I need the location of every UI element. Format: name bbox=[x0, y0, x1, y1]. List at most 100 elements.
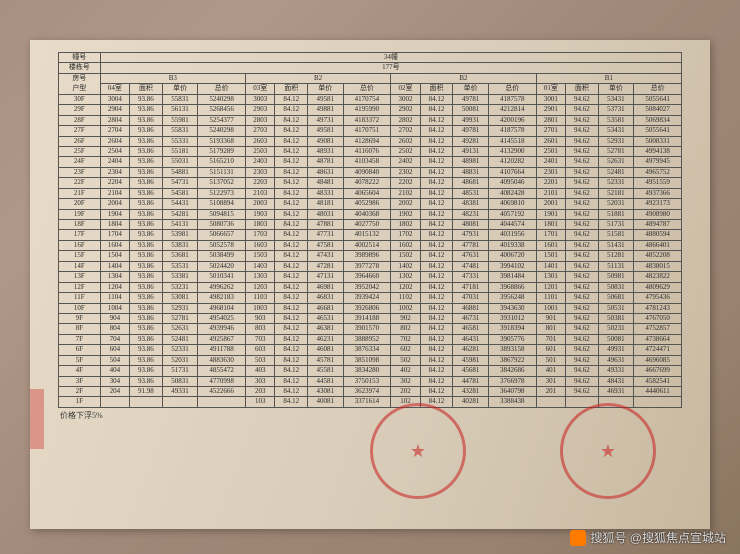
data-cell: 84.12 bbox=[275, 324, 308, 334]
data-cell: 4923173 bbox=[634, 199, 682, 209]
data-cell: 84.12 bbox=[420, 146, 453, 156]
group-header: B2 bbox=[245, 73, 390, 83]
data-cell: 3901570 bbox=[343, 324, 391, 334]
data-cell: 93.86 bbox=[130, 157, 163, 167]
data-cell: 52631 bbox=[598, 157, 634, 167]
data-cell: 1902 bbox=[391, 209, 421, 219]
data-cell: 4852208 bbox=[634, 251, 682, 261]
data-cell: 94.62 bbox=[566, 230, 599, 240]
building-value: 34幢 bbox=[100, 53, 681, 63]
data-cell: 45981 bbox=[453, 355, 489, 365]
data-cell: 52931 bbox=[598, 136, 634, 146]
data-cell: 93.86 bbox=[130, 115, 163, 125]
data-cell: 49781 bbox=[453, 94, 489, 104]
group-header: B1 bbox=[536, 73, 681, 83]
data-cell: 2701 bbox=[536, 126, 566, 136]
data-cell: 94.62 bbox=[566, 251, 599, 261]
data-cell: 48181 bbox=[307, 199, 343, 209]
data-cell: 93.86 bbox=[130, 167, 163, 177]
data-cell: 4103458 bbox=[343, 157, 391, 167]
data-cell: 48381 bbox=[453, 199, 489, 209]
data-cell: 47581 bbox=[307, 240, 343, 250]
data-cell: 94.62 bbox=[566, 240, 599, 250]
data-cell: 4696085 bbox=[634, 355, 682, 365]
data-cell: 49781 bbox=[453, 126, 489, 136]
floor-cell: 4F bbox=[59, 366, 101, 376]
data-cell: 49931 bbox=[598, 345, 634, 355]
data-cell: 50381 bbox=[598, 313, 634, 323]
data-cell: 94.62 bbox=[566, 313, 599, 323]
data-cell: 46681 bbox=[307, 303, 343, 313]
data-cell: 3981484 bbox=[488, 272, 536, 282]
data-cell: 46281 bbox=[453, 345, 489, 355]
data-cell: 94.62 bbox=[566, 188, 599, 198]
data-cell: 84.12 bbox=[420, 105, 453, 115]
data-cell: 93.86 bbox=[130, 126, 163, 136]
data-cell: 93.86 bbox=[130, 261, 163, 271]
data-cell: 84.12 bbox=[275, 345, 308, 355]
data-cell: 2403 bbox=[245, 157, 275, 167]
data-cell: 93.86 bbox=[130, 355, 163, 365]
data-cell: 4002514 bbox=[343, 240, 391, 250]
data-cell: 53581 bbox=[598, 115, 634, 125]
data-cell: 84.12 bbox=[420, 282, 453, 292]
data-cell: 3388438 bbox=[488, 397, 536, 407]
data-cell: 94.62 bbox=[566, 167, 599, 177]
floor-cell: 8F bbox=[59, 324, 101, 334]
data-cell: 3002 bbox=[391, 94, 421, 104]
data-cell: 51431 bbox=[598, 240, 634, 250]
data-cell: 4145518 bbox=[488, 136, 536, 146]
data-cell: 1802 bbox=[391, 220, 421, 230]
data-cell: 93.86 bbox=[130, 188, 163, 198]
data-cell: 301 bbox=[536, 376, 566, 386]
floor-cell: 9F bbox=[59, 313, 101, 323]
data-cell: 46581 bbox=[453, 324, 489, 334]
data-cell: 84.12 bbox=[275, 220, 308, 230]
data-cell: 84.12 bbox=[420, 355, 453, 365]
data-cell: 2404 bbox=[100, 157, 130, 167]
data-cell: 4968104 bbox=[198, 303, 246, 313]
floor-cell: 13F bbox=[59, 272, 101, 282]
data-cell: 2104 bbox=[100, 188, 130, 198]
data-cell: 84.12 bbox=[275, 105, 308, 115]
data-cell: 4781243 bbox=[634, 303, 682, 313]
data-cell: 47481 bbox=[453, 261, 489, 271]
data-cell: 54431 bbox=[162, 199, 198, 209]
data-cell: 53731 bbox=[598, 105, 634, 115]
data-cell: 2901 bbox=[536, 105, 566, 115]
data-cell: 4116076 bbox=[343, 146, 391, 156]
data-cell: 91.98 bbox=[130, 387, 163, 397]
data-cell bbox=[566, 397, 599, 407]
data-cell: 50831 bbox=[162, 376, 198, 386]
data-cell: 94.62 bbox=[566, 282, 599, 292]
data-cell: 93.86 bbox=[130, 251, 163, 261]
data-cell: 4107664 bbox=[488, 167, 536, 177]
data-cell: 84.12 bbox=[420, 313, 453, 323]
data-cell: 5240298 bbox=[198, 94, 246, 104]
col-area: 面积 bbox=[420, 84, 453, 94]
data-cell: 404 bbox=[100, 366, 130, 376]
data-cell: 47931 bbox=[453, 230, 489, 240]
data-cell: 3964660 bbox=[343, 272, 391, 282]
data-cell: 94.62 bbox=[566, 303, 599, 313]
data-cell: 3968866 bbox=[488, 282, 536, 292]
data-cell: 49331 bbox=[162, 387, 198, 397]
data-cell: 4795436 bbox=[634, 293, 682, 303]
data-cell: 902 bbox=[391, 313, 421, 323]
data-cell: 4937366 bbox=[634, 188, 682, 198]
data-cell: 5010341 bbox=[198, 272, 246, 282]
data-cell: 84.12 bbox=[420, 345, 453, 355]
data-cell: 84.12 bbox=[420, 376, 453, 386]
data-cell: 4939946 bbox=[198, 324, 246, 334]
data-cell: 2502 bbox=[391, 146, 421, 156]
data-cell: 704 bbox=[100, 334, 130, 344]
data-cell: 1404 bbox=[100, 261, 130, 271]
data-cell: 4170754 bbox=[343, 94, 391, 104]
data-cell: 84.12 bbox=[420, 167, 453, 177]
data-cell: 1804 bbox=[100, 220, 130, 230]
data-cell: 3905776 bbox=[488, 334, 536, 344]
data-cell: 1103 bbox=[245, 293, 275, 303]
data-cell: 4925867 bbox=[198, 334, 246, 344]
data-cell: 50831 bbox=[598, 282, 634, 292]
col-unitprice: 单价 bbox=[453, 84, 489, 94]
